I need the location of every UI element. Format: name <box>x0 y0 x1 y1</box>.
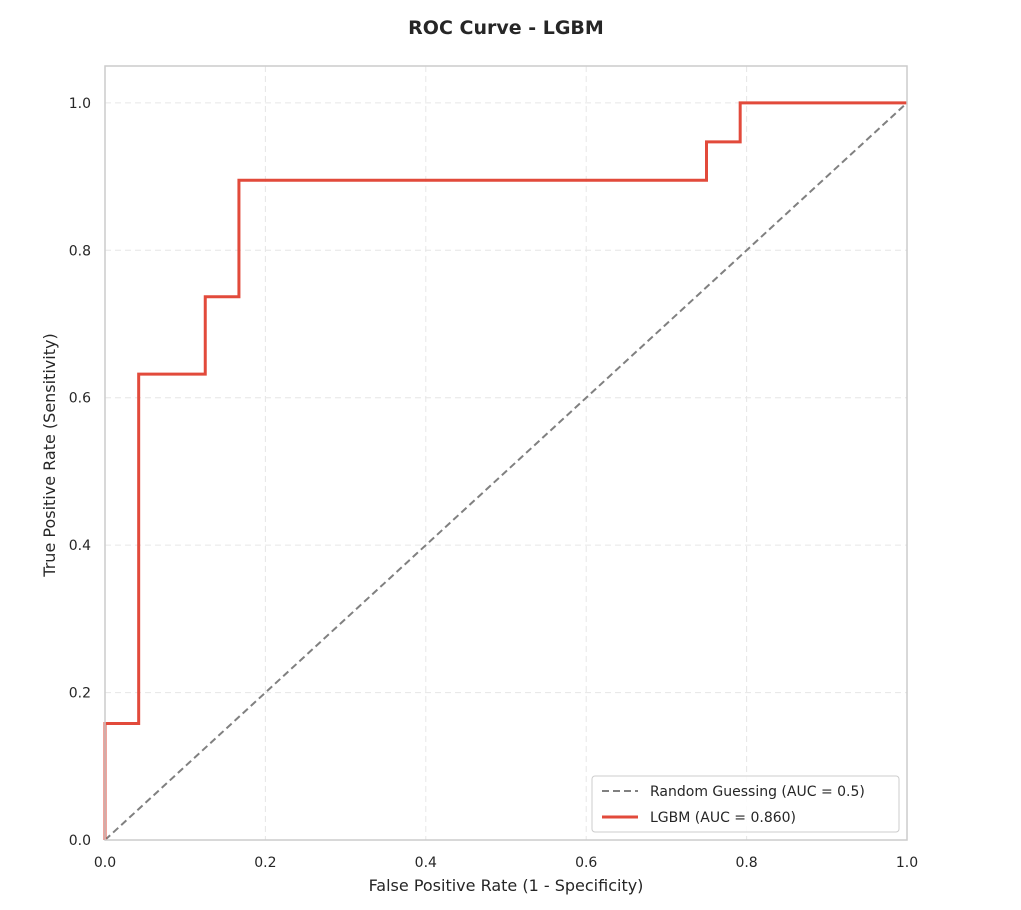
x-tick-label: 0.0 <box>94 855 116 871</box>
plot-background <box>105 66 907 840</box>
y-tick-label: 0.2 <box>69 686 91 702</box>
x-tick-label: 0.2 <box>254 855 276 871</box>
x-tick-label: 0.4 <box>415 855 437 871</box>
x-tick-label: 0.8 <box>735 855 757 871</box>
legend-label-random-guessing: Random Guessing (AUC = 0.5) <box>650 784 865 800</box>
x-axis-label: False Positive Rate (1 - Specificity) <box>369 876 644 895</box>
legend-box <box>591 775 900 833</box>
legend: Random Guessing (AUC = 0.5) LGBM (AUC = … <box>591 775 900 833</box>
series-line-random-guessing <box>104 102 908 841</box>
y-tick-label: 0.6 <box>69 391 91 407</box>
series-line-lgbm <box>103 101 907 840</box>
x-tick-label: 1.0 <box>896 855 918 871</box>
y-tick-label: 0.0 <box>69 833 91 849</box>
x-tick-label: 0.6 <box>575 855 597 871</box>
y-tick-label: 1.0 <box>69 96 91 112</box>
plot-frame <box>104 65 908 841</box>
y-tick-label: 0.4 <box>69 538 91 554</box>
legend-label-lgbm: LGBM (AUC = 0.860) <box>650 810 796 826</box>
y-tick-label: 0.8 <box>69 243 91 259</box>
chart-title: ROC Curve - LGBM <box>408 17 604 39</box>
tick-labels: 0.0 0.2 0.4 0.6 0.8 1.0 0.0 0.2 0.4 0.6 0.8 1.0 <box>69 96 918 871</box>
y-axis-label: True Positive Rate (Sensitivity) <box>40 333 59 577</box>
series-lines <box>103 101 908 841</box>
